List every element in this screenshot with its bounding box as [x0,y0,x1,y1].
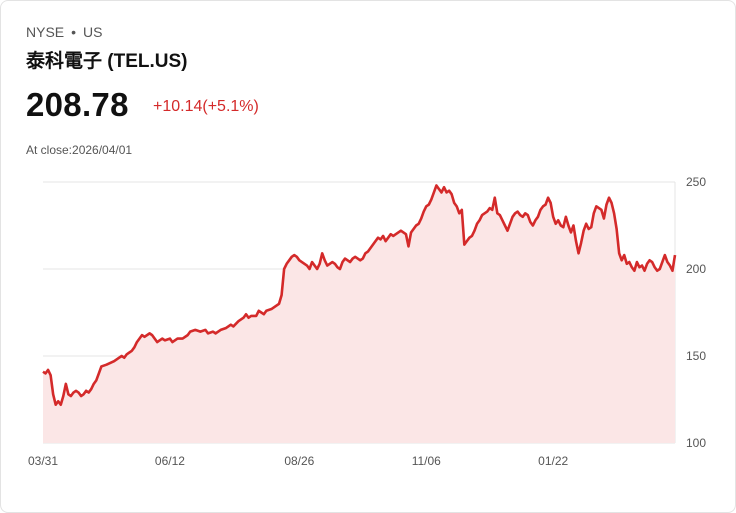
close-date: At close:2026/04/01 [26,143,133,157]
price-chart: 100 150 200 250 03/31 06/12 08/26 11/06 01/22 [28,175,706,468]
x-tick-label: 03/31 [28,454,58,468]
x-tick-label: 01/22 [538,454,568,468]
stock-title: 泰科電子 (TEL.US) [26,51,188,72]
y-tick-label: 100 [686,436,706,450]
x-axis-ticks: 03/31 06/12 08/26 11/06 01/22 [28,454,569,468]
price-line [42,184,677,407]
separator-dot: • [71,24,77,40]
y-tick-label: 250 [686,175,706,189]
x-tick-label: 08/26 [284,454,314,468]
region-name: US [83,24,103,40]
x-tick-label: 06/12 [155,454,185,468]
price-change: +10.14(+5.1%) [153,98,259,115]
price-area-fill [43,185,675,444]
exchange-line: NYSE • US [26,24,102,40]
exchange-name: NYSE [26,24,65,40]
y-tick-label: 200 [686,262,706,276]
current-price: 208.78 [26,86,129,123]
x-tick-label: 11/06 [412,454,441,468]
y-tick-label: 150 [686,349,706,363]
y-axis-ticks: 100 150 200 250 [686,175,706,450]
